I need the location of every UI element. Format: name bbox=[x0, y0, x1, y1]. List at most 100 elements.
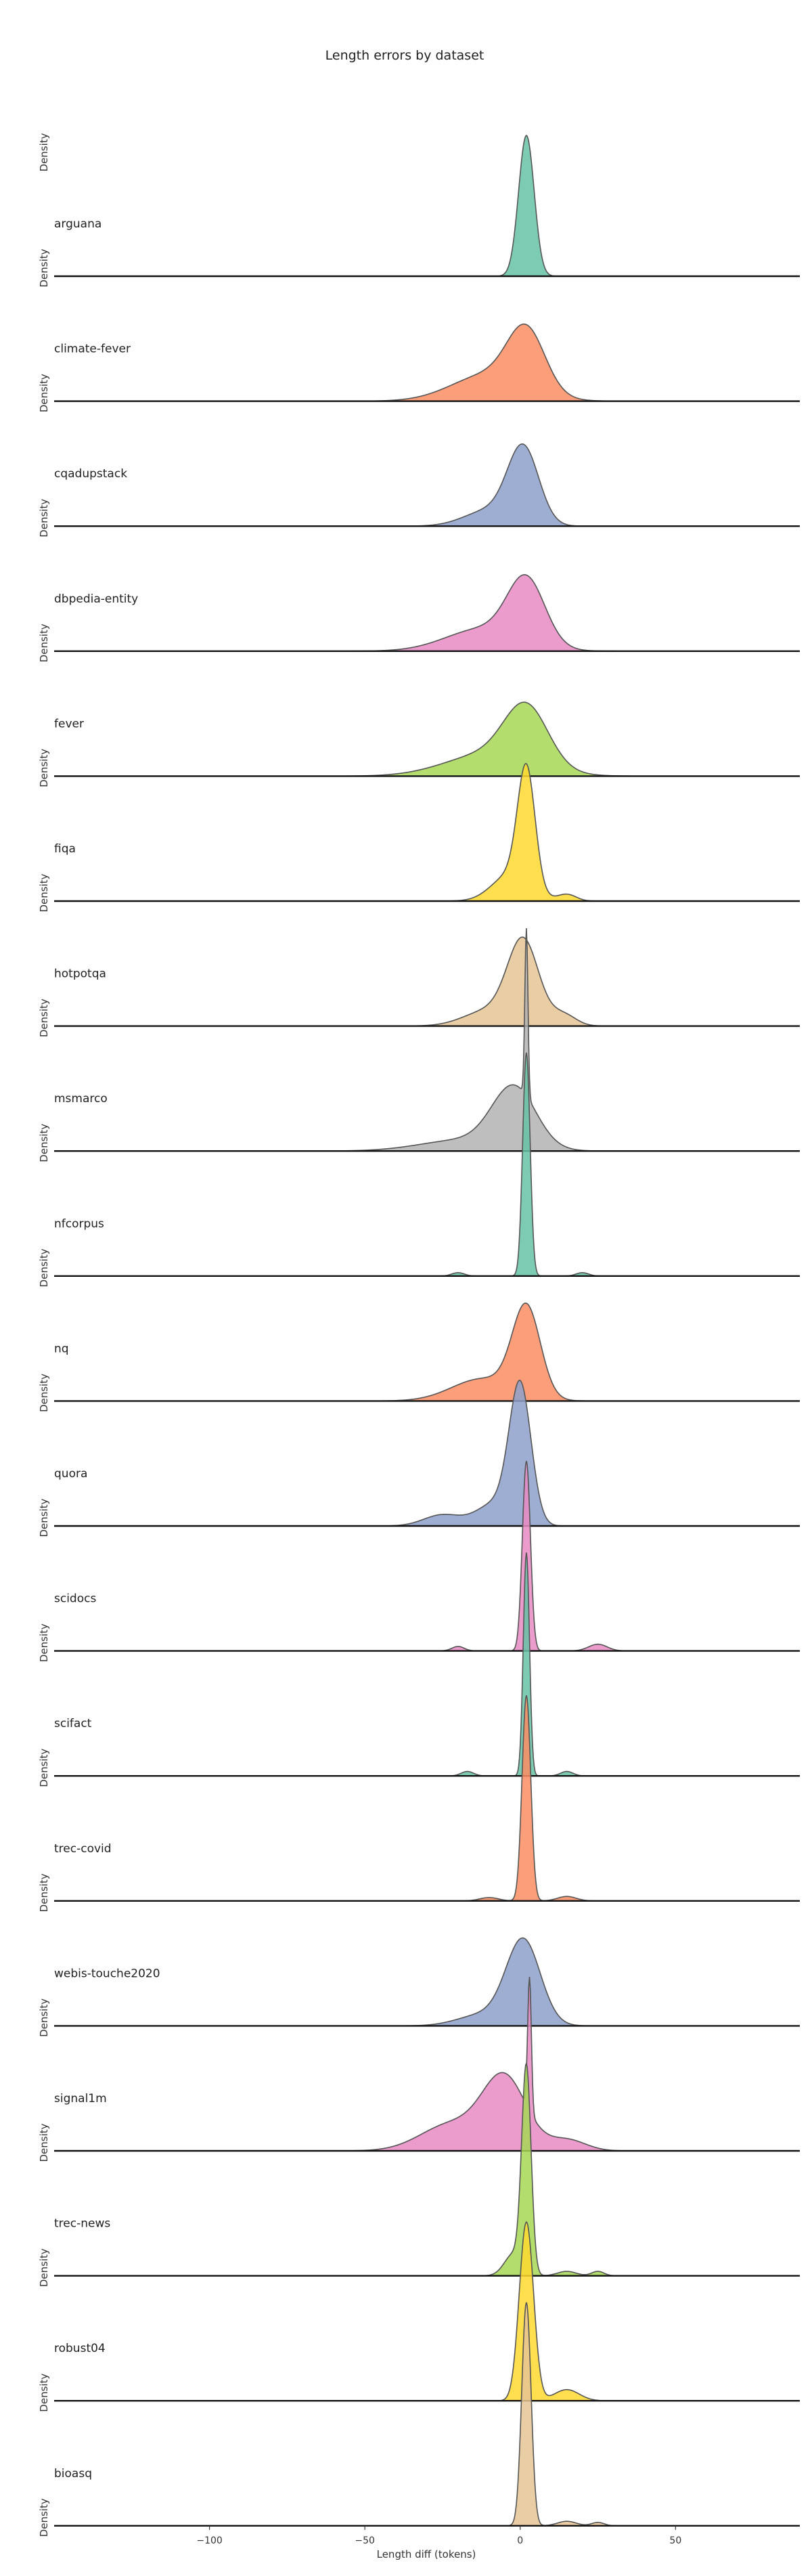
density-label: Density bbox=[38, 133, 50, 171]
ridge-fill bbox=[54, 763, 800, 901]
series-label: fever bbox=[54, 717, 84, 730]
ridge-trec-covid: trec-covid Density bbox=[38, 1695, 800, 1912]
x-tick-label: 50 bbox=[669, 2535, 681, 2546]
series-label: trec-news bbox=[54, 2217, 110, 2231]
ridge-outline bbox=[54, 2302, 800, 2527]
ridge-fill bbox=[54, 1380, 800, 1526]
ridge-fiqa: fiqa Density bbox=[38, 762, 800, 913]
ridge-outline bbox=[54, 1552, 800, 1776]
density-label: Density bbox=[38, 2123, 50, 2162]
ridge-outline bbox=[54, 323, 800, 402]
series-label: scifact bbox=[54, 1717, 92, 1730]
ridges: arguanaDensityclimate-feverDensitycqadup… bbox=[38, 135, 800, 2537]
ridge-fill bbox=[54, 2222, 800, 2401]
density-label: Density bbox=[38, 499, 50, 538]
density-label: Density bbox=[38, 1999, 50, 2037]
ridge-outline bbox=[54, 936, 800, 1027]
density-label: Density bbox=[38, 2498, 50, 2537]
ridge-outline bbox=[54, 2221, 800, 2401]
ridge-fill bbox=[54, 443, 800, 527]
ridge-nfcorpus: nfcorpus Density bbox=[38, 1052, 800, 1287]
density-label: Density bbox=[38, 873, 50, 912]
series-label: scidocs bbox=[54, 1592, 96, 1606]
ridge-msmarco: msmarco Density bbox=[38, 928, 800, 1162]
ridge-fill bbox=[54, 937, 800, 1026]
density-label: Density bbox=[38, 749, 50, 787]
density-label: Density bbox=[38, 248, 50, 287]
ridge-hotpotqa: hotpotqa Density bbox=[38, 936, 800, 1037]
ridge-outline bbox=[54, 135, 800, 277]
x-axis: −100 −50 0 50 bbox=[196, 2525, 681, 2546]
density-label: Density bbox=[38, 2248, 50, 2287]
ridge-outline bbox=[54, 1052, 800, 1277]
ridge-fill bbox=[54, 324, 800, 401]
ridge-fill bbox=[54, 2302, 800, 2526]
ridge-cqadupstack: cqadupstack Density bbox=[38, 443, 800, 538]
ridge-bioasq: bioasq Density bbox=[38, 2302, 800, 2537]
ridge-outline bbox=[54, 1937, 800, 2027]
ridge-signal1m: signal1m Density bbox=[38, 1977, 800, 2162]
ridge-outline bbox=[54, 928, 800, 1152]
ridge-outline bbox=[54, 443, 800, 527]
density-label: Density bbox=[38, 1374, 50, 1412]
density-label: Density bbox=[38, 999, 50, 1037]
ridge-outline bbox=[54, 1695, 800, 1902]
density-label: Density bbox=[38, 1498, 50, 1537]
x-tick-label: 0 bbox=[517, 2535, 523, 2546]
series-label: cqadupstack bbox=[54, 467, 127, 481]
ridge-trec-news: trec-news Density bbox=[38, 2061, 800, 2287]
series-label: climate-fever bbox=[54, 343, 131, 356]
density-label: Density bbox=[38, 374, 50, 412]
ridge-fill bbox=[54, 2063, 800, 2276]
x-tick-label: −100 bbox=[196, 2535, 222, 2546]
ridge-fill bbox=[54, 1461, 800, 1651]
ridge-fill bbox=[54, 1977, 800, 2151]
ridge-fever: fever Density bbox=[38, 701, 800, 787]
ridge-fill bbox=[54, 1552, 800, 1776]
ridge-quora: quora Density bbox=[38, 1380, 800, 1537]
series-label: webis-touche2020 bbox=[54, 1967, 160, 1980]
density-label: Density bbox=[38, 2374, 50, 2412]
series-label: bioasq bbox=[54, 2467, 92, 2481]
series-label: hotpotqa bbox=[54, 967, 106, 981]
ridge-outline bbox=[54, 574, 800, 652]
ridge-outline bbox=[54, 1302, 800, 1402]
series-label: robust04 bbox=[54, 2342, 106, 2355]
ridge-fill bbox=[54, 928, 800, 1152]
density-label: Density bbox=[38, 1124, 50, 1162]
ridge-outline bbox=[54, 762, 800, 902]
ridge-scidocs: scidocs Density bbox=[38, 1460, 800, 1662]
ridge-fill bbox=[54, 135, 800, 276]
ridge-fill bbox=[54, 1052, 800, 1276]
ridge-dbpedia-entity: dbpedia-entity Density bbox=[38, 574, 800, 662]
ridge-outline bbox=[54, 1977, 800, 2152]
density-label: Density bbox=[38, 1248, 50, 1287]
ridge-outline bbox=[54, 2061, 800, 2277]
ridge-scifact: scifact Density bbox=[38, 1552, 800, 1787]
ridge-fill bbox=[54, 1695, 800, 1901]
chart-title: Length errors by dataset bbox=[325, 48, 484, 63]
series-label: signal1m bbox=[54, 2092, 107, 2105]
density-label: Density bbox=[38, 1749, 50, 1787]
ridge-outline bbox=[54, 1380, 800, 1527]
density-label: Density bbox=[38, 1873, 50, 1912]
ridge-nq: nq Density bbox=[38, 1302, 800, 1412]
ridge-outline bbox=[54, 701, 800, 777]
series-label: nfcorpus bbox=[54, 1217, 104, 1231]
ridge-fill bbox=[54, 702, 800, 777]
ridge-outline bbox=[54, 1460, 800, 1652]
density-label: Density bbox=[38, 1623, 50, 1662]
density-label: Density bbox=[38, 624, 50, 662]
x-tick-label: −50 bbox=[355, 2535, 375, 2546]
series-label: fiqa bbox=[54, 842, 76, 856]
series-label: msmarco bbox=[54, 1092, 108, 1106]
ridge-fill bbox=[54, 1303, 800, 1401]
series-label: quora bbox=[54, 1467, 87, 1481]
ridge-fill bbox=[54, 1938, 800, 2026]
ridge-webis-touche2020: webis-touche2020 Density bbox=[38, 1937, 800, 2037]
series-label: trec-covid bbox=[54, 1842, 112, 1856]
ridge-robust04: robust04 Density bbox=[38, 2221, 800, 2412]
series-label: arguana bbox=[54, 217, 102, 231]
